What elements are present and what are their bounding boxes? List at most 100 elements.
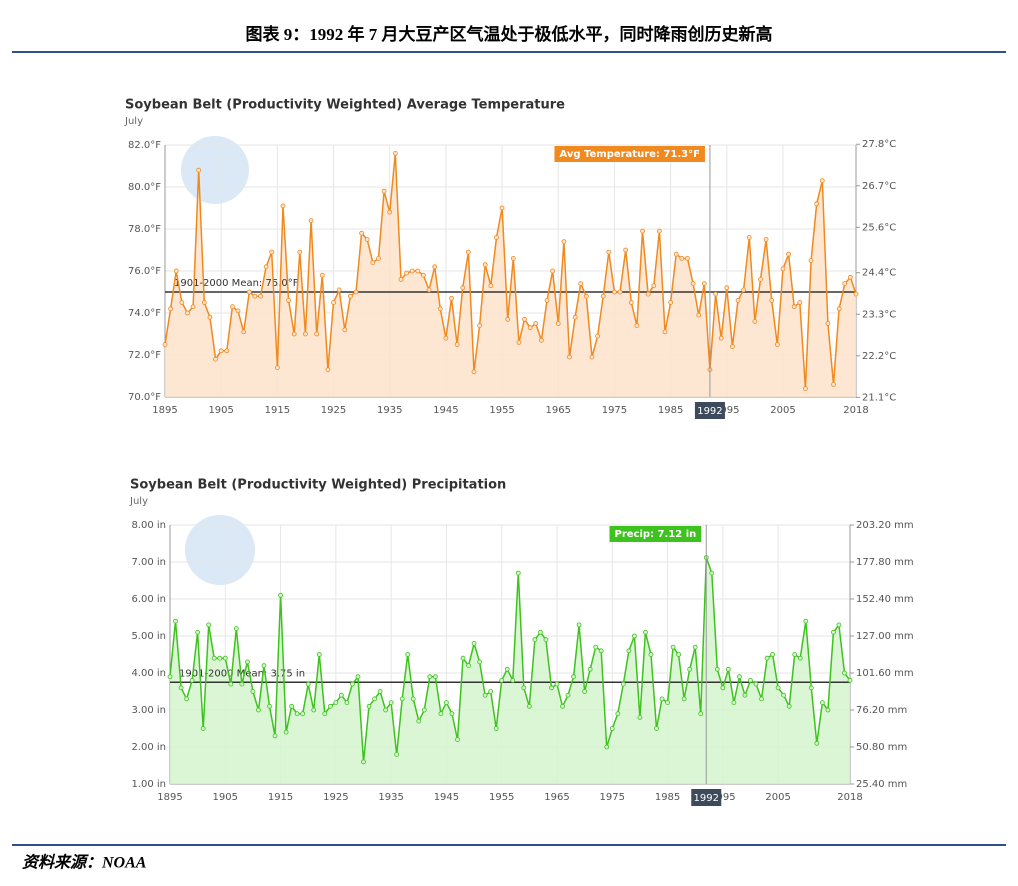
point xyxy=(554,681,560,687)
point xyxy=(387,209,393,215)
point xyxy=(230,304,235,310)
point xyxy=(336,287,342,293)
x-tick-label: 1985 xyxy=(658,405,683,416)
point xyxy=(322,711,328,717)
x-tick-label: 1935 xyxy=(378,792,403,803)
point xyxy=(233,626,239,631)
point xyxy=(687,666,693,672)
point xyxy=(819,700,825,705)
point xyxy=(280,203,286,209)
point xyxy=(544,297,550,303)
point xyxy=(381,188,387,194)
point xyxy=(415,268,421,274)
point xyxy=(842,281,848,287)
x-highlight-box xyxy=(691,789,722,806)
point xyxy=(471,369,477,375)
point xyxy=(184,696,189,702)
point xyxy=(261,663,267,668)
point xyxy=(308,218,314,224)
point xyxy=(505,316,511,322)
point xyxy=(847,274,853,280)
point xyxy=(460,285,466,291)
point xyxy=(701,281,707,287)
point xyxy=(814,740,820,746)
point xyxy=(681,696,687,702)
x-tick-label: 1895 xyxy=(157,792,182,803)
point xyxy=(510,255,516,261)
point xyxy=(217,655,223,661)
y-tick-label: 2.00 in xyxy=(131,742,166,753)
x-tick-label: 1965 xyxy=(546,405,571,416)
point xyxy=(628,300,634,305)
point xyxy=(516,339,522,345)
area-fill xyxy=(170,557,850,784)
y-tick-label: 78.0°F xyxy=(128,224,161,235)
point xyxy=(803,386,808,392)
point xyxy=(416,718,422,724)
point xyxy=(775,685,781,691)
point xyxy=(388,700,394,705)
point xyxy=(737,674,742,680)
point xyxy=(709,570,715,576)
point xyxy=(763,237,769,242)
x-tick-label: 1905 xyxy=(208,405,233,416)
point xyxy=(477,323,483,329)
point xyxy=(825,321,831,326)
point xyxy=(355,674,361,680)
point xyxy=(432,674,438,680)
point xyxy=(206,622,212,628)
x-tick-label: 2005 xyxy=(765,792,790,803)
point xyxy=(555,321,561,326)
point xyxy=(692,644,698,650)
y-tick-label: 6.00 in xyxy=(131,594,166,605)
y2-tick-label: 76.20 mm xyxy=(856,705,907,716)
point xyxy=(634,323,640,329)
point xyxy=(550,268,556,274)
point xyxy=(643,629,648,635)
point xyxy=(173,268,179,274)
point xyxy=(449,711,455,717)
point xyxy=(443,335,449,341)
point xyxy=(316,652,322,657)
point xyxy=(504,666,510,672)
x-tick-label: 2005 xyxy=(770,405,795,416)
point xyxy=(774,342,780,347)
point xyxy=(808,685,814,691)
point xyxy=(331,300,336,305)
point xyxy=(718,335,724,341)
point xyxy=(847,678,853,683)
point xyxy=(421,707,427,713)
point xyxy=(565,692,571,698)
point xyxy=(344,700,350,705)
y2-tick-label: 152.40 mm xyxy=(856,594,914,605)
logo xyxy=(185,515,255,585)
point xyxy=(305,681,311,687)
point xyxy=(465,249,471,255)
y-tick-label: 74.0°F xyxy=(128,308,161,319)
y-tick-label: 5.00 in xyxy=(131,631,166,642)
point xyxy=(549,685,554,691)
point xyxy=(595,333,600,339)
point xyxy=(797,300,803,305)
point xyxy=(235,308,241,314)
x-tick-label: 1895 xyxy=(152,405,177,416)
y2-tick-label: 23.3°C xyxy=(862,309,896,320)
point xyxy=(438,711,444,717)
y-tick-label: 70.0°F xyxy=(128,392,161,403)
point xyxy=(668,300,674,305)
tooltip-box xyxy=(609,526,702,542)
point xyxy=(372,696,377,702)
x-tick-label: 1965 xyxy=(544,792,569,803)
point xyxy=(659,696,665,702)
y2-tick-label: 127.00 mm xyxy=(856,631,914,642)
y-tick-label: 80.0°F xyxy=(128,182,161,193)
point xyxy=(300,711,306,717)
point xyxy=(218,348,224,354)
point xyxy=(842,670,847,676)
point xyxy=(620,681,626,687)
page-title: 图表 9：1992 年 7 月大豆产区气温处于极低水平，同时降雨创历史新高 xyxy=(246,24,773,44)
point xyxy=(274,365,280,371)
point xyxy=(567,354,572,360)
point xyxy=(679,255,685,261)
